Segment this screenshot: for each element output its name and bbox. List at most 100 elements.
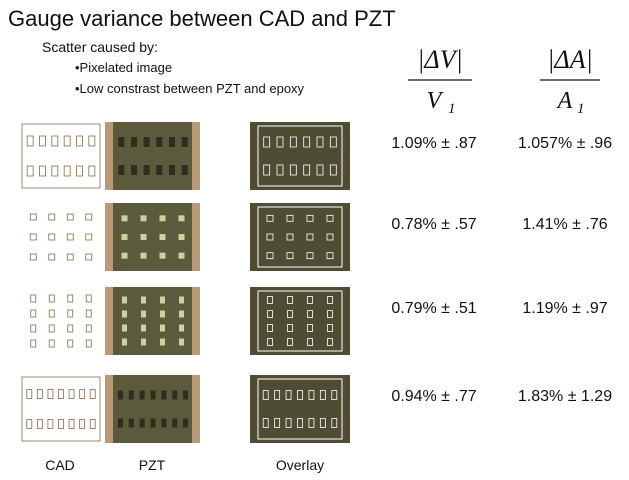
overlay-image: [250, 287, 350, 355]
cad-pad: [69, 420, 74, 429]
pzt-image: [105, 375, 200, 443]
pzt-feature: [183, 391, 188, 400]
cad-pad: [27, 420, 32, 429]
slide: Gauge variance between CAD and PZT Scatt…: [0, 0, 629, 480]
overlay-image: [250, 203, 350, 271]
pzt-feature: [160, 253, 166, 259]
formula-subscript: 1: [448, 101, 456, 117]
cad-pad: [48, 420, 53, 429]
cad-pad: [27, 136, 33, 146]
cad-pad: [37, 420, 42, 429]
subtitle: Scatter caused by:: [42, 39, 158, 55]
cad-pad: [86, 325, 91, 332]
cad-outline: [22, 377, 100, 441]
pzt-feature: [141, 253, 147, 259]
cad-pad: [86, 234, 92, 240]
pzt-edge: [105, 287, 113, 355]
pzt-feature: [179, 311, 184, 318]
pzt-feature: [179, 215, 185, 221]
bullet: •Pixelated image: [75, 60, 172, 75]
pzt-feature: [140, 391, 145, 400]
delta-v-value: 0.79% ± .51: [391, 300, 476, 317]
cad-pad: [49, 254, 55, 260]
cad-pad: [40, 166, 46, 176]
delta-a-value: 1.057% ± .96: [518, 135, 612, 152]
pzt-feature: [141, 297, 146, 304]
cad-pad: [52, 166, 58, 176]
pzt-feature: [160, 325, 165, 332]
pzt-feature: [151, 419, 156, 428]
formula-denominator: V: [427, 88, 444, 114]
pzt-edge: [105, 122, 113, 190]
cad-pad: [68, 310, 73, 317]
pzt-feature: [160, 297, 165, 304]
pzt-feature: [179, 339, 184, 346]
pzt-feature: [179, 253, 185, 259]
pzt-feature: [122, 325, 127, 332]
pzt-feature: [122, 311, 127, 318]
cad-pad: [69, 390, 74, 399]
pzt-feature: [118, 419, 123, 428]
cad-pad: [90, 390, 95, 399]
cad-pad: [59, 420, 64, 429]
pzt-feature: [122, 339, 127, 346]
formula-numerator: |ΔV|: [417, 45, 462, 74]
cad-pad: [89, 166, 95, 176]
delta-a-value: 1.41% ± .76: [522, 216, 607, 233]
cad-pad: [27, 166, 33, 176]
cad-pad: [68, 295, 73, 302]
cad-pad: [31, 325, 36, 332]
column-label: PZT: [139, 457, 166, 473]
pzt-edge: [192, 287, 200, 355]
pzt-feature: [183, 419, 188, 428]
pzt-edge: [192, 203, 200, 271]
pzt-feature: [141, 234, 147, 240]
pzt-feature: [179, 297, 184, 304]
cad-pad: [67, 234, 73, 240]
pzt-feature: [160, 339, 165, 346]
column-label: CAD: [45, 457, 75, 473]
cad-pad: [31, 340, 36, 347]
delta-a-value: 1.19% ± .97: [522, 300, 607, 317]
cad-pad: [86, 254, 92, 260]
cad-pad: [59, 390, 64, 399]
pzt-feature: [160, 215, 166, 221]
cad-pad: [37, 390, 42, 399]
cad-pad: [49, 295, 54, 302]
pzt-feature: [118, 391, 123, 400]
formula-numerator: |ΔA|: [547, 45, 592, 74]
pzt-edge: [192, 122, 200, 190]
pzt-edge: [105, 375, 113, 443]
cad-pad: [49, 340, 54, 347]
column-label: Overlay: [276, 457, 324, 473]
cad-pad: [86, 295, 91, 302]
delta-a-value: 1.83% ± 1.29: [518, 388, 612, 405]
bullet: •Low constrast between PZT and epoxy: [75, 81, 305, 96]
overlay-image: [250, 122, 350, 190]
pzt-feature: [144, 165, 150, 175]
cad-pad: [80, 390, 85, 399]
cad-pad: [90, 420, 95, 429]
pzt-feature: [179, 325, 184, 332]
pzt-edge: [192, 375, 200, 443]
delta-v-value: 0.78% ± .57: [391, 216, 476, 233]
pzt-feature: [151, 391, 156, 400]
delta-v-value: 1.09% ± .87: [391, 135, 476, 152]
pzt-feature: [161, 419, 166, 428]
pzt-feature: [141, 325, 146, 332]
pzt-feature: [118, 137, 124, 147]
pzt-feature: [172, 419, 177, 428]
delta-v-value: 0.94% ± .77: [391, 388, 476, 405]
cad-pad: [49, 234, 55, 240]
pzt-feature: [131, 165, 137, 175]
cad-pad: [89, 136, 95, 146]
cad-pad: [86, 310, 91, 317]
cad-pad: [49, 310, 54, 317]
cad-pad: [67, 214, 73, 220]
cad-pad: [67, 254, 73, 260]
formula-denominator: A: [556, 88, 573, 114]
cad-pad: [31, 310, 36, 317]
pzt-feature: [160, 234, 166, 240]
pzt-feature: [169, 137, 175, 147]
cad-pad: [77, 136, 83, 146]
